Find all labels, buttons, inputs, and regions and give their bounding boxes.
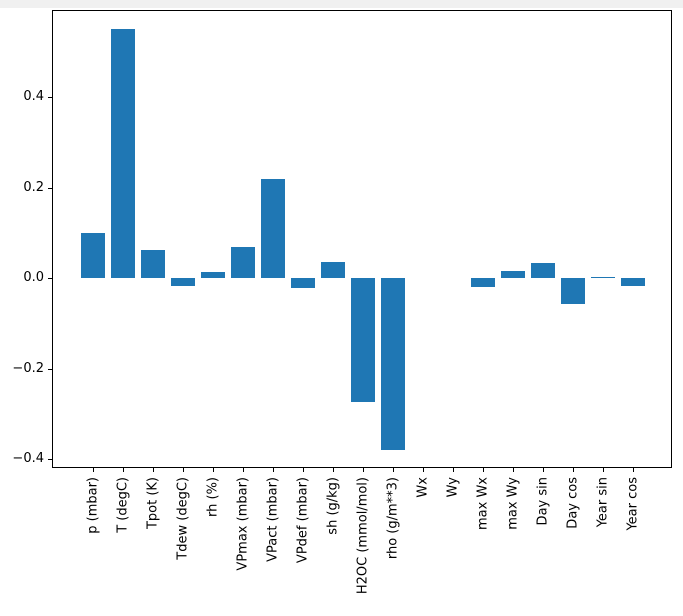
bar-max-wx — [471, 278, 495, 288]
bar-tpot-k — [141, 249, 165, 279]
x-tick-label-year-sin: Year sin — [595, 477, 611, 528]
bar-day-cos — [561, 278, 585, 305]
x-tick-label-rh: rh (%) — [205, 477, 221, 517]
x-tick-label-rho-g-m-3: rho (g/m**3) — [385, 477, 401, 560]
x-tick-mark — [123, 468, 124, 472]
y-tick-label-m0-4: −0.4 — [12, 450, 44, 466]
x-tick-mark — [213, 468, 214, 472]
bar-year-cos — [621, 278, 645, 287]
bar-sh-g-kg — [321, 261, 345, 279]
x-tick-mark — [453, 468, 454, 472]
x-tick-mark — [483, 468, 484, 472]
x-tick-mark — [573, 468, 574, 472]
x-tick-label-day-sin: Day sin — [535, 477, 551, 526]
x-tick-label-t-degc: T (degC) — [115, 477, 131, 533]
x-tick-label-year-cos: Year cos — [625, 477, 641, 531]
x-tick-mark — [273, 468, 274, 472]
x-tick-label-vpdef-mbar: VPdef (mbar) — [295, 477, 311, 564]
x-tick-label-max-wx: max Wx — [475, 477, 491, 531]
x-tick-label-vpmax-mbar: VPmax (mbar) — [235, 477, 251, 571]
x-tick-label-p-mbar: p (mbar) — [85, 477, 101, 534]
x-tick-mark — [303, 468, 304, 472]
y-tick-label-0m4: 0.4 — [23, 89, 44, 105]
x-tick-mark — [603, 468, 604, 472]
window-edge-strip — [0, 0, 683, 8]
x-tick-label-day-cos: Day cos — [565, 477, 581, 529]
x-tick-mark — [183, 468, 184, 472]
x-tick-mark — [333, 468, 334, 472]
bar-max-wy — [501, 270, 525, 279]
y-tick-label-0m2: 0.2 — [23, 179, 44, 195]
x-tick-mark — [243, 468, 244, 472]
bar-vpmax-mbar — [231, 247, 255, 279]
y-tick-mark — [48, 97, 52, 99]
x-tick-mark — [543, 468, 544, 472]
x-tick-mark — [393, 468, 394, 472]
y-tick-mark — [48, 187, 52, 189]
y-tick-mark — [48, 458, 52, 460]
x-tick-label-wx: Wx — [415, 477, 431, 498]
y-tick-mark — [48, 278, 52, 280]
x-tick-mark — [363, 468, 364, 472]
y-tick-label-m0-2: −0.2 — [12, 360, 44, 376]
bar-p-mbar — [81, 232, 105, 279]
x-tick-mark — [93, 468, 94, 472]
y-tick-mark — [48, 368, 52, 370]
x-tick-mark — [513, 468, 514, 472]
bar-vpact-mbar — [261, 179, 285, 279]
bar-h2oc-mmol-mol — [351, 278, 375, 402]
bar-year-sin — [591, 276, 615, 279]
bar-tdew-degc — [171, 278, 195, 286]
bar-rho-g-m-3 — [381, 278, 405, 450]
bar-rh — [201, 272, 225, 279]
x-tick-mark — [633, 468, 634, 472]
x-tick-label-h2oc-mmol-mol: H2OC (mmol/mol) — [355, 477, 371, 595]
x-tick-mark — [423, 468, 424, 472]
bar-t-degc — [111, 29, 135, 279]
x-tick-label-wy: Wy — [445, 477, 461, 498]
x-tick-label-sh-g-kg: sh (g/kg) — [325, 477, 341, 535]
x-tick-label-max-wy: max Wy — [505, 477, 521, 530]
y-tick-label-0: 0.0 — [23, 270, 44, 286]
x-tick-label-vpact-mbar: VPact (mbar) — [265, 477, 281, 562]
bar-day-sin — [531, 262, 555, 279]
x-tick-label-tdew-degc: Tdew (degC) — [175, 477, 191, 560]
x-tick-label-tpot-k: Tpot (K) — [145, 477, 161, 530]
x-tick-mark — [153, 468, 154, 472]
bar-vpdef-mbar — [291, 278, 315, 289]
